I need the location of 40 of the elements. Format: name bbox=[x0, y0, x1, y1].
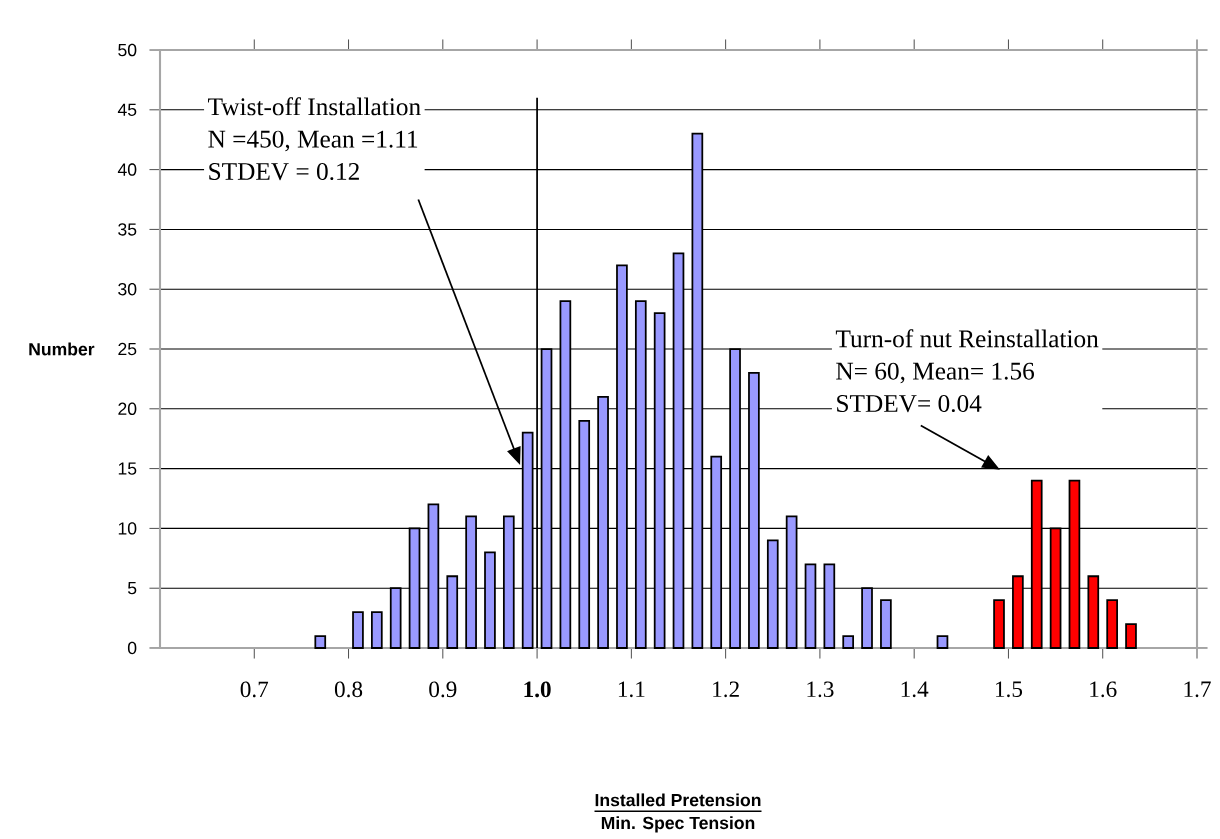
y-tick-label: 45 bbox=[117, 103, 137, 116]
y-tick-label: 40 bbox=[117, 163, 137, 176]
bar bbox=[842, 635, 855, 649]
bar bbox=[1106, 599, 1118, 649]
text: Min. Spec Tension bbox=[601, 816, 755, 833]
y-tick-label: 15 bbox=[118, 462, 137, 475]
annotation: Twist-off Installation bbox=[208, 97, 421, 116]
x-tick-label: 1.3 bbox=[807, 681, 834, 698]
y-tick-label: 5 bbox=[127, 582, 137, 595]
x-tick-label: 1.6 bbox=[1090, 681, 1117, 698]
x-tick-label: 1.4 bbox=[901, 681, 929, 698]
bar bbox=[1125, 623, 1137, 649]
y-tick-label: 10 bbox=[118, 522, 137, 535]
bar bbox=[880, 599, 892, 649]
text: Installed Pretension bbox=[595, 793, 761, 807]
x-tick-label: 0.7 bbox=[240, 681, 269, 698]
bar bbox=[314, 635, 327, 649]
y-tick-label: 20 bbox=[118, 402, 137, 416]
y-tick-label: 25 bbox=[118, 342, 137, 356]
x-tick-label: 1.7 bbox=[1184, 681, 1211, 698]
y-tick-label: 0 bbox=[127, 641, 137, 655]
x-tick-label: 0.8 bbox=[334, 681, 363, 698]
x-tick-label: 1.1 bbox=[618, 681, 645, 698]
annotation: STDEV= 0.04 bbox=[837, 394, 982, 413]
annotation: Turn-of nut Reinstallation bbox=[835, 329, 1099, 348]
bar bbox=[352, 611, 364, 649]
y-axis-title: Number bbox=[29, 342, 95, 356]
bar bbox=[936, 635, 949, 649]
x-tick-label: 0.9 bbox=[429, 681, 457, 698]
x-tick-label: 1.0 bbox=[524, 681, 551, 698]
bar bbox=[993, 599, 1005, 649]
bar bbox=[370, 611, 383, 649]
y-tick-label: 35 bbox=[118, 223, 137, 236]
y-tick-label: 30 bbox=[118, 282, 137, 296]
annotation: STDEV = 0.12 bbox=[209, 162, 359, 181]
y-tick-label: 50 bbox=[118, 43, 137, 57]
annotation: N =450, Mean =1.11 bbox=[208, 130, 418, 152]
x-tick-label: 1.5 bbox=[996, 681, 1023, 698]
x-tick-label: 1.2 bbox=[713, 681, 739, 698]
annotation: N= 60, Mean= 1.56 bbox=[836, 362, 1035, 384]
